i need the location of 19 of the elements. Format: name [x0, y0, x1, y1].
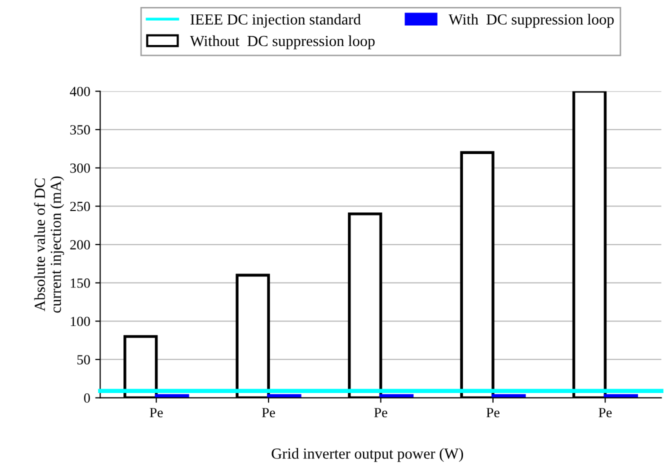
y-tick-label: 50: [77, 355, 90, 364]
y-tick-label: 250: [70, 202, 90, 212]
x-axis-title: Grid inverter output power (W): [272, 448, 464, 462]
legend-label: IEEE DC injection standard: [190, 14, 361, 28]
legend-label: Without DC suppression loop: [190, 35, 375, 50]
x-tick-label: Pe: [598, 408, 612, 418]
x-tick-label: Pe: [150, 408, 163, 418]
y-tick-label: 150: [70, 278, 90, 288]
y-tick-label: 400: [70, 86, 90, 96]
y-tick-label: 350: [70, 125, 90, 135]
legend-label: With DC suppression loop: [448, 14, 614, 28]
x-tick-label: Pe: [374, 408, 388, 418]
y-tick-label: 100: [70, 316, 90, 326]
y-axis-title: Absolute value of DC current injection (mA): [34, 176, 64, 313]
y-tick-label: 0: [84, 393, 90, 403]
y-tick-label: 300: [70, 163, 90, 173]
y-tick-label: 200: [70, 240, 90, 250]
x-tick-label: Pe: [262, 408, 275, 418]
x-tick-label: Pe: [486, 408, 500, 418]
